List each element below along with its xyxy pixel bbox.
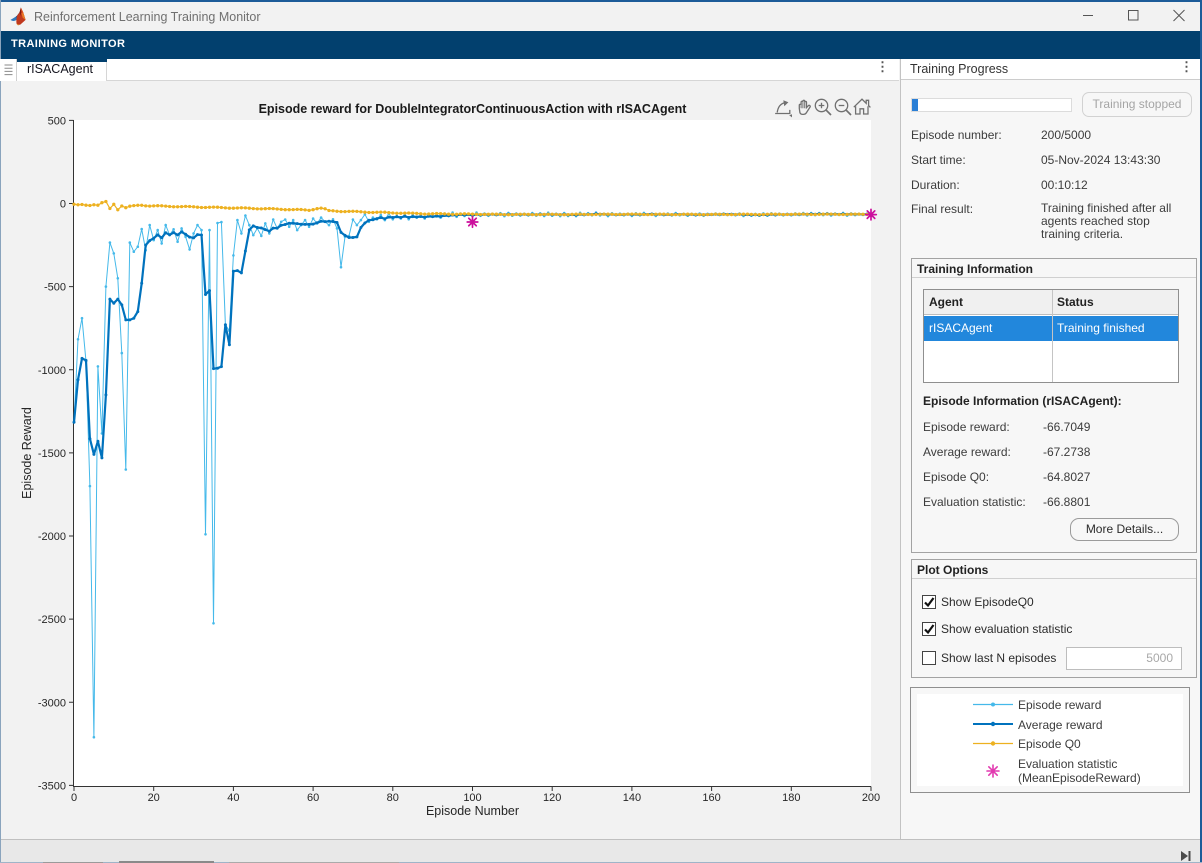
svg-text:180: 180	[782, 792, 800, 804]
svg-text:100: 100	[463, 792, 481, 804]
svg-text:-1500: -1500	[38, 448, 66, 460]
svg-text:0: 0	[71, 792, 77, 804]
svg-text:200: 200	[862, 792, 880, 804]
svg-text:Episode Reward: Episode Reward	[20, 407, 34, 499]
svg-text:120: 120	[543, 792, 561, 804]
svg-text:Episode reward for DoubleInteg: Episode reward for DoubleIntegratorConti…	[259, 102, 688, 116]
svg-text:60: 60	[307, 792, 319, 804]
svg-text:-3500: -3500	[38, 780, 66, 792]
svg-text:500: 500	[48, 115, 66, 127]
svg-text:40: 40	[227, 792, 239, 804]
svg-text:-1000: -1000	[38, 365, 66, 377]
svg-text:-500: -500	[44, 282, 66, 294]
svg-text:0: 0	[60, 199, 66, 211]
svg-text:160: 160	[702, 792, 720, 804]
svg-text:-2000: -2000	[38, 531, 66, 543]
svg-text:80: 80	[387, 792, 399, 804]
svg-text:-3000: -3000	[38, 697, 66, 709]
svg-text:20: 20	[148, 792, 160, 804]
svg-text:-2500: -2500	[38, 614, 66, 626]
svg-text:Episode Number: Episode Number	[426, 804, 519, 818]
svg-text:140: 140	[623, 792, 641, 804]
